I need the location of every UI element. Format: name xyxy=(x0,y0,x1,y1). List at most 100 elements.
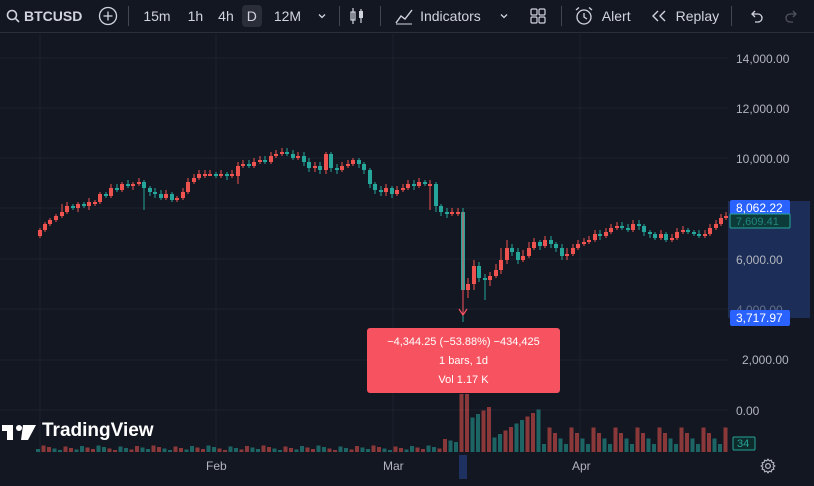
toolbar-divider xyxy=(561,6,562,26)
candle-body xyxy=(335,168,339,170)
candle-body xyxy=(225,174,229,176)
volume-bar xyxy=(284,447,288,453)
volume-bar xyxy=(328,449,332,453)
candle xyxy=(499,248,503,274)
chart-type-button[interactable] xyxy=(348,0,366,33)
volume-bar xyxy=(438,449,442,453)
indicators-label: Indicators xyxy=(420,8,481,24)
interval-12m[interactable]: 12M xyxy=(269,5,306,27)
volume-bar xyxy=(614,428,618,453)
redo-button[interactable] xyxy=(784,0,800,33)
volume-bar xyxy=(64,447,68,453)
candle-body xyxy=(395,190,399,194)
candle xyxy=(505,240,509,264)
candle xyxy=(521,250,525,262)
candle xyxy=(340,162,344,172)
candle xyxy=(71,204,75,210)
volume-bar xyxy=(421,449,425,452)
volume-bar xyxy=(58,450,62,452)
volume-bar xyxy=(427,446,431,453)
alert-button[interactable]: Alert xyxy=(574,0,631,33)
interval-15m[interactable]: 15m xyxy=(138,5,175,27)
candle xyxy=(335,164,339,174)
interval-1h[interactable]: 1h xyxy=(183,5,209,27)
volume-bar xyxy=(718,444,722,452)
symbol-search[interactable]: BTCUSD xyxy=(6,0,82,33)
redo-icon xyxy=(784,9,800,23)
add-symbol-button[interactable] xyxy=(98,0,118,33)
volume-bar xyxy=(647,439,651,453)
candle-body xyxy=(131,184,135,186)
candle xyxy=(445,208,449,218)
volume-bar xyxy=(75,450,79,453)
candle-body xyxy=(401,188,405,190)
candle-body xyxy=(565,254,569,256)
time-axis-label: Mar xyxy=(383,459,404,473)
candle xyxy=(362,162,366,174)
candle-body xyxy=(236,166,240,176)
toolbar-divider xyxy=(128,6,129,26)
templates-button[interactable] xyxy=(529,0,547,33)
volume-bar xyxy=(185,450,189,453)
candle xyxy=(697,230,701,238)
candle xyxy=(703,230,707,238)
candle-body xyxy=(428,184,432,186)
volume-bar xyxy=(702,428,706,453)
volume-bar xyxy=(663,433,667,452)
candle-body xyxy=(60,212,64,216)
candle-body xyxy=(54,216,58,220)
settings-button[interactable] xyxy=(760,458,776,474)
volume-bar xyxy=(86,448,90,453)
candle xyxy=(296,152,300,160)
candle xyxy=(456,208,460,216)
volume-bar xyxy=(196,448,200,453)
undo-button[interactable] xyxy=(748,0,764,33)
candle-body xyxy=(76,204,80,208)
candle xyxy=(565,248,569,260)
volume-bar xyxy=(69,448,73,452)
search-icon xyxy=(6,9,20,23)
candle-body xyxy=(659,234,663,238)
volume-bar xyxy=(575,433,579,452)
interval-1d[interactable]: D xyxy=(242,5,262,27)
replay-button[interactable]: Replay xyxy=(651,0,720,33)
candle xyxy=(587,236,591,244)
toolbar-divider xyxy=(339,6,340,26)
chevron-down-icon[interactable] xyxy=(499,11,509,21)
candle-body xyxy=(703,234,707,236)
svg-text:34: 34 xyxy=(737,438,749,450)
toolbar-divider xyxy=(731,6,732,26)
candle xyxy=(225,172,229,180)
candle xyxy=(197,170,201,180)
candle xyxy=(477,262,481,282)
candle xyxy=(175,196,179,202)
candle xyxy=(488,272,492,286)
volume-bar xyxy=(108,449,112,453)
candle-body xyxy=(488,276,492,280)
volume-bar xyxy=(482,411,486,453)
candle-body xyxy=(164,194,168,198)
chevron-down-icon[interactable] xyxy=(317,11,327,21)
volume-bar xyxy=(141,448,145,453)
candle-body xyxy=(214,174,218,176)
tradingview-logo: TradingView xyxy=(2,420,154,442)
candle-body xyxy=(192,178,196,182)
volume-bar xyxy=(322,447,326,452)
candle-body xyxy=(642,226,646,232)
candle-body xyxy=(324,154,328,170)
price-chart[interactable]: 14,000.00 12,000.00 10,000.00 6,000.00 4… xyxy=(0,34,814,486)
candle xyxy=(318,162,322,174)
candle xyxy=(38,228,42,238)
indicators-button[interactable]: Indicators xyxy=(395,0,509,33)
candle-body xyxy=(241,164,245,166)
candle xyxy=(724,212,728,220)
candle-body xyxy=(230,174,234,176)
volume-bar xyxy=(707,433,711,452)
volume-bar xyxy=(564,444,568,452)
interval-4h[interactable]: 4h xyxy=(213,5,239,27)
volume-bar xyxy=(559,439,563,453)
candle xyxy=(598,230,602,240)
candle xyxy=(670,234,674,242)
candle xyxy=(532,238,536,250)
price-axis-label: 6,000.00 xyxy=(736,253,783,267)
